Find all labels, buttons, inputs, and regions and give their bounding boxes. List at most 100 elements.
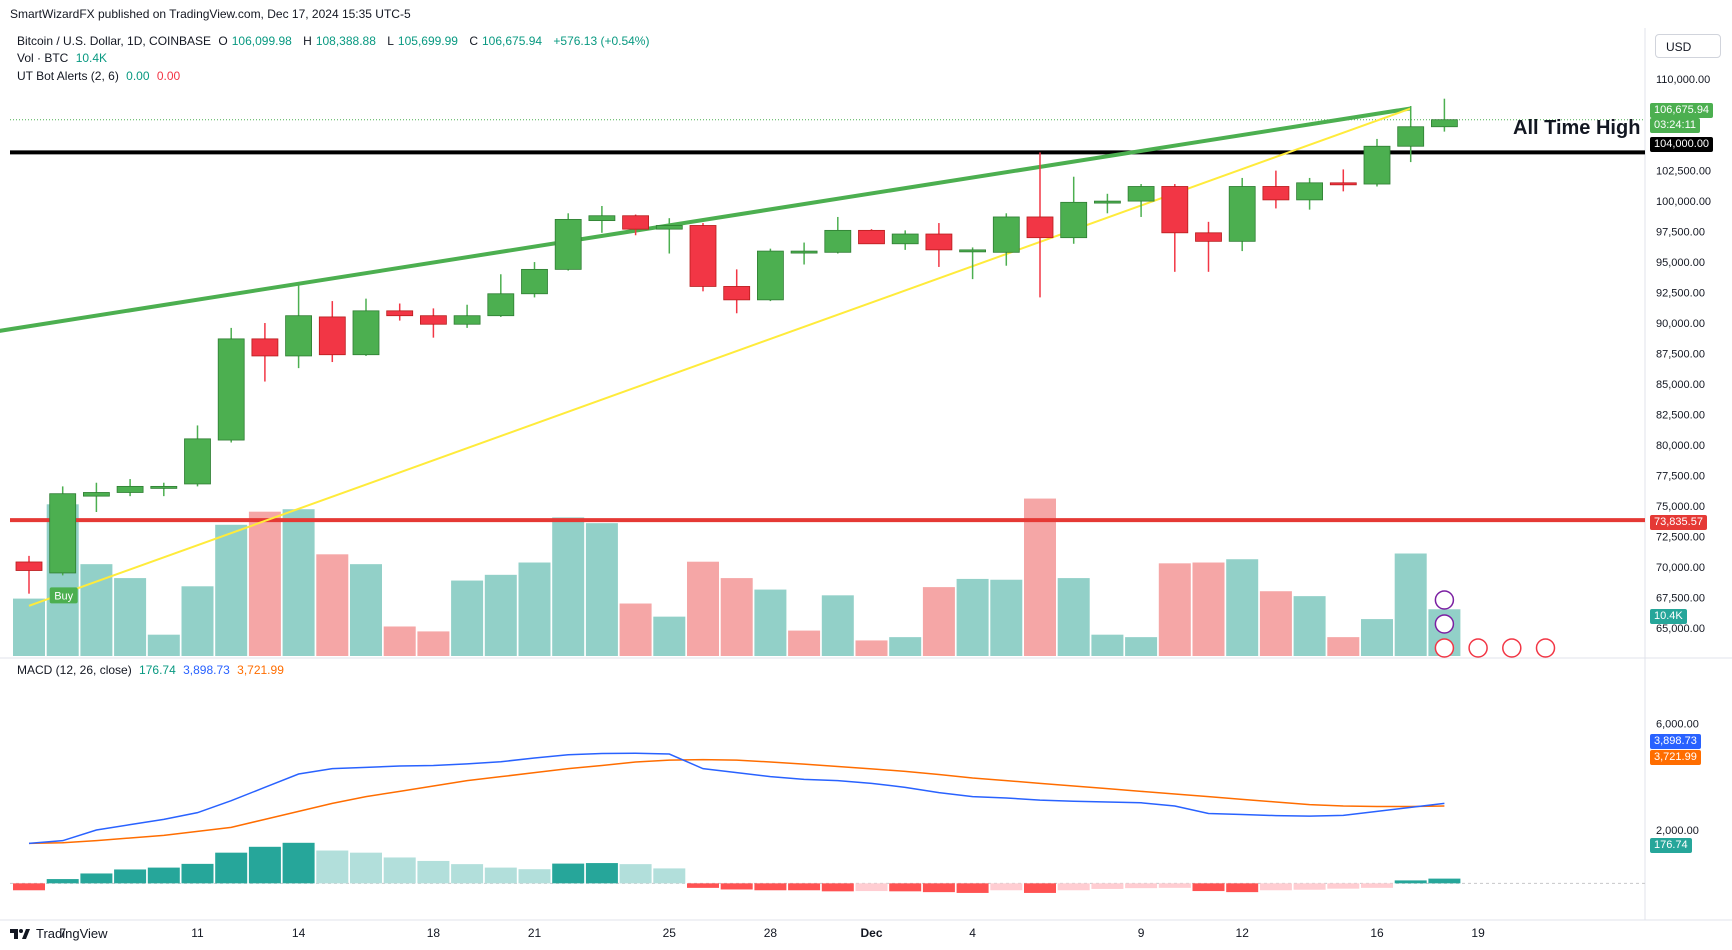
macd-histogram-bar xyxy=(13,883,45,891)
utbot-value-2: 0.00 xyxy=(156,69,181,83)
price-axis-label: 65,000.00 xyxy=(1656,623,1705,635)
time-axis-label: 4 xyxy=(969,926,976,940)
volume-bar xyxy=(855,640,888,656)
volume-bar xyxy=(687,561,719,656)
volume-bar xyxy=(518,562,551,656)
support-level-tag: 73,835.57 xyxy=(1650,515,1707,530)
price-axis-label: 82,500.00 xyxy=(1656,409,1705,421)
volume-bar xyxy=(1024,498,1056,656)
volume-bar xyxy=(1361,619,1393,656)
economic-event-icon xyxy=(1535,638,1556,658)
volume-legend: Vol · BTC 10.4K xyxy=(17,51,111,65)
candle-body xyxy=(790,250,818,254)
macd-histogram-bar xyxy=(754,883,787,891)
volume-bar xyxy=(956,578,989,656)
time-axis-label: Dec xyxy=(860,926,882,940)
time-axis-label: 28 xyxy=(764,926,778,940)
volume-bar xyxy=(1293,596,1326,656)
utbot-value-1: 0.00 xyxy=(126,69,150,83)
macd-histogram-bar xyxy=(1226,883,1259,893)
candle-body xyxy=(1127,186,1155,202)
macd-histogram-bar xyxy=(1394,880,1427,884)
candle-body xyxy=(521,268,548,295)
volume-bar xyxy=(114,578,147,656)
volume-bar xyxy=(1394,553,1427,656)
symbol-name: Bitcoin / U.S. Dollar, 1D, COINBASE xyxy=(17,34,212,48)
macd-histogram-bar xyxy=(855,883,888,892)
time-axis-label: 9 xyxy=(1138,926,1145,940)
candle-body xyxy=(285,315,313,357)
ath-annotation: All Time High xyxy=(1513,117,1641,139)
macd-histogram-bar xyxy=(619,864,652,884)
macd-histogram-bar xyxy=(1057,883,1090,891)
price-axis-label: 102,500.00 xyxy=(1656,166,1711,178)
candle-body xyxy=(1296,182,1323,201)
macd-line xyxy=(28,752,1445,845)
candle-body xyxy=(184,438,211,485)
macd-line-value: 3,898.73 xyxy=(183,663,230,677)
low-label: L 105,699.99 xyxy=(387,34,458,48)
volume-bar xyxy=(1226,559,1259,656)
footer-brand[interactable]: TradingView xyxy=(10,926,108,941)
candle-body xyxy=(925,233,953,251)
price-axis-label: 77,500.00 xyxy=(1656,470,1705,482)
macd-histogram-bar xyxy=(1192,883,1225,892)
macd-histogram-bar xyxy=(720,883,753,890)
candle-body xyxy=(49,493,77,574)
volume-bar xyxy=(720,578,753,656)
ath-level-tag: 104,000.00 xyxy=(1650,137,1714,152)
macd-histogram-bar xyxy=(1259,883,1292,891)
volume-bar xyxy=(585,523,618,656)
macd-histogram-bar xyxy=(653,868,686,884)
candle-body xyxy=(1094,200,1121,204)
macd-histogram-bar xyxy=(147,867,180,884)
candle-body xyxy=(1060,201,1088,239)
candle-body xyxy=(251,338,279,357)
macd-histogram-bar xyxy=(1158,883,1191,888)
currency-selector[interactable]: USD xyxy=(1655,34,1721,58)
volume-label: Vol · BTC xyxy=(17,51,69,65)
candle-body xyxy=(419,315,447,325)
macd-histogram-bar xyxy=(316,850,349,884)
volume-bar xyxy=(821,595,854,656)
volume-bar xyxy=(922,587,955,656)
volume-tag: 10.4K xyxy=(1650,609,1687,624)
volume-bar xyxy=(383,626,416,656)
candle-body xyxy=(453,315,481,325)
candle-body xyxy=(858,229,885,245)
macd-histogram-bar xyxy=(889,883,922,892)
volume-bar xyxy=(1327,637,1360,656)
time-axis-label: 16 xyxy=(1370,926,1384,940)
macd-histogram-bar xyxy=(518,869,551,884)
macd-signal-tag: 3,721.99 xyxy=(1650,750,1701,765)
macd-histogram-bar xyxy=(821,883,854,892)
candle-body xyxy=(1363,145,1391,185)
volume-bar xyxy=(417,631,450,656)
candle-body xyxy=(622,215,649,230)
brand-name: TradingView xyxy=(36,926,108,941)
price-axis-label: 97,500.00 xyxy=(1656,227,1705,239)
price-axis-label: 67,500.00 xyxy=(1656,592,1705,604)
candle-body xyxy=(352,310,380,356)
candle-body xyxy=(150,485,178,489)
candle-body xyxy=(1228,186,1256,242)
event-icon xyxy=(1434,590,1455,610)
economic-event-icon xyxy=(1502,638,1522,658)
candle-body xyxy=(588,215,616,222)
time-axis-label: 25 xyxy=(663,926,677,940)
candle-body xyxy=(1431,119,1458,128)
price-axis-label: 72,500.00 xyxy=(1656,531,1705,543)
macd-signal-line xyxy=(28,758,1445,845)
dividend-icon xyxy=(1434,614,1455,634)
price-axis-label: 75,000.00 xyxy=(1656,501,1705,513)
volume-bar xyxy=(1125,637,1158,656)
volume-bar xyxy=(1259,591,1292,656)
economic-event-icon xyxy=(1434,638,1455,658)
candle-body xyxy=(15,561,43,571)
time-axis-label: 18 xyxy=(427,926,441,940)
publisher-header: SmartWizardFX published on TradingView.c… xyxy=(10,7,411,21)
candle-body xyxy=(1161,186,1189,234)
macd-histogram-bar xyxy=(215,852,248,884)
price-axis-label: 87,500.00 xyxy=(1656,349,1705,361)
